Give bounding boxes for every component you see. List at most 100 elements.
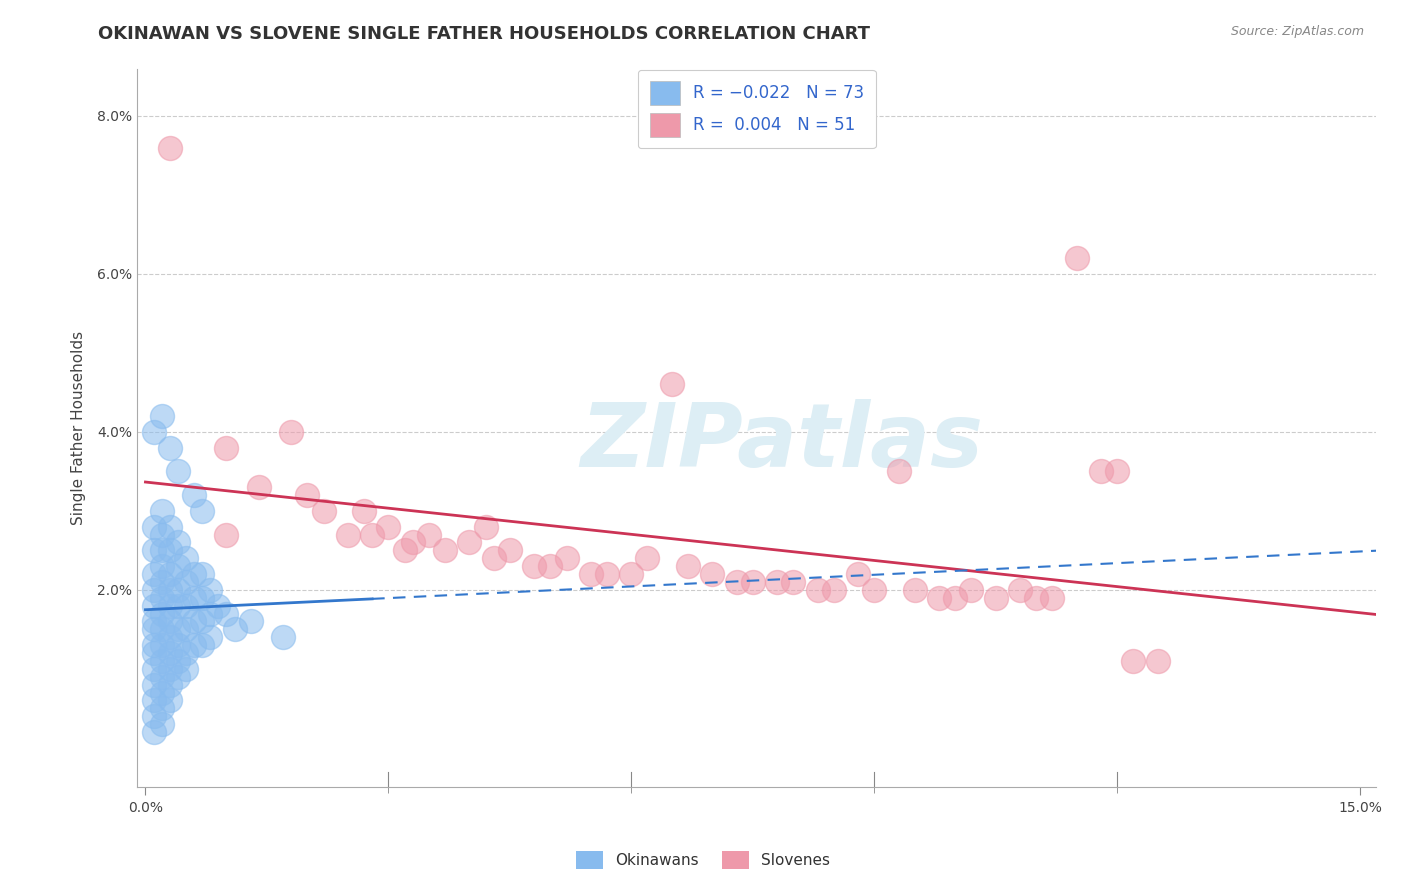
Point (166, 535, 188, 549)
Point (142, 678, 165, 692)
Point (142, 623, 165, 637)
Point (661, 377, 683, 392)
Point (336, 527, 359, 541)
Point (166, 670, 188, 684)
Point (482, 551, 505, 566)
Point (215, 607, 238, 621)
Point (782, 574, 804, 589)
Point (174, 662, 197, 676)
Point (159, 630, 181, 644)
Point (191, 615, 214, 629)
Point (166, 582, 188, 597)
Point (150, 623, 173, 637)
Point (1146, 654, 1168, 668)
Point (166, 559, 188, 574)
Point (579, 567, 602, 582)
Point (1008, 582, 1031, 597)
Point (239, 615, 262, 629)
Point (863, 582, 886, 597)
Point (159, 615, 181, 629)
Point (150, 574, 173, 589)
Point (159, 693, 181, 707)
Text: Source: ZipAtlas.com: Source: ZipAtlas.com (1230, 25, 1364, 38)
Point (159, 599, 181, 613)
Point (166, 599, 188, 613)
Point (142, 638, 165, 652)
Point (150, 638, 173, 652)
Point (142, 567, 165, 582)
Point (183, 638, 205, 652)
Point (418, 527, 440, 541)
Point (150, 527, 173, 541)
Point (474, 519, 496, 533)
Point (142, 543, 165, 558)
Point (702, 567, 724, 582)
Point (361, 527, 384, 541)
Point (142, 582, 165, 597)
Point (394, 543, 416, 558)
Point (846, 567, 869, 582)
Point (637, 551, 659, 566)
Point (159, 519, 181, 533)
Point (166, 654, 188, 668)
Point (150, 591, 173, 605)
Point (159, 140, 181, 154)
Legend: Okinawans, Slovenes: Okinawans, Slovenes (569, 845, 837, 875)
Point (142, 425, 165, 439)
Point (142, 693, 165, 707)
Y-axis label: Single Father Households: Single Father Households (72, 331, 86, 525)
Text: OKINAWAN VS SLOVENE SINGLE FATHER HOUSEHOLDS CORRELATION CHART: OKINAWAN VS SLOVENE SINGLE FATHER HOUSEH… (98, 25, 870, 43)
Point (150, 543, 173, 558)
Point (377, 519, 399, 533)
Point (166, 464, 188, 478)
Point (183, 567, 205, 582)
Point (215, 441, 238, 455)
Point (538, 559, 561, 574)
Point (159, 441, 181, 455)
Point (1025, 591, 1047, 605)
Point (183, 488, 205, 502)
Point (887, 464, 910, 478)
Point (183, 591, 205, 605)
Point (1040, 591, 1063, 605)
Point (142, 615, 165, 629)
Point (676, 559, 699, 574)
Point (943, 591, 966, 605)
Point (142, 725, 165, 739)
Point (200, 582, 222, 597)
Point (271, 630, 294, 644)
Point (191, 638, 214, 652)
Point (150, 670, 173, 684)
Point (928, 591, 950, 605)
Point (984, 591, 1007, 605)
Point (142, 646, 165, 660)
Point (142, 519, 165, 533)
Point (766, 574, 789, 589)
Point (280, 425, 302, 439)
Point (353, 504, 375, 518)
Point (904, 582, 927, 597)
Point (823, 582, 845, 597)
Point (166, 623, 188, 637)
Point (150, 607, 173, 621)
Point (150, 559, 173, 574)
Point (224, 623, 246, 637)
Point (150, 717, 173, 731)
Point (150, 685, 173, 699)
Point (596, 567, 619, 582)
Point (1122, 654, 1144, 668)
Legend: R = −0.022   N = 73, R =  0.004   N = 51: R = −0.022 N = 73, R = 0.004 N = 51 (638, 70, 876, 148)
Point (159, 678, 181, 692)
Point (159, 543, 181, 558)
Point (741, 574, 763, 589)
Point (499, 543, 522, 558)
Point (159, 662, 181, 676)
Point (142, 662, 165, 676)
Point (166, 638, 188, 652)
Point (174, 646, 197, 660)
Point (159, 646, 181, 660)
Point (174, 599, 197, 613)
Point (150, 654, 173, 668)
Point (150, 504, 173, 518)
Point (159, 567, 181, 582)
